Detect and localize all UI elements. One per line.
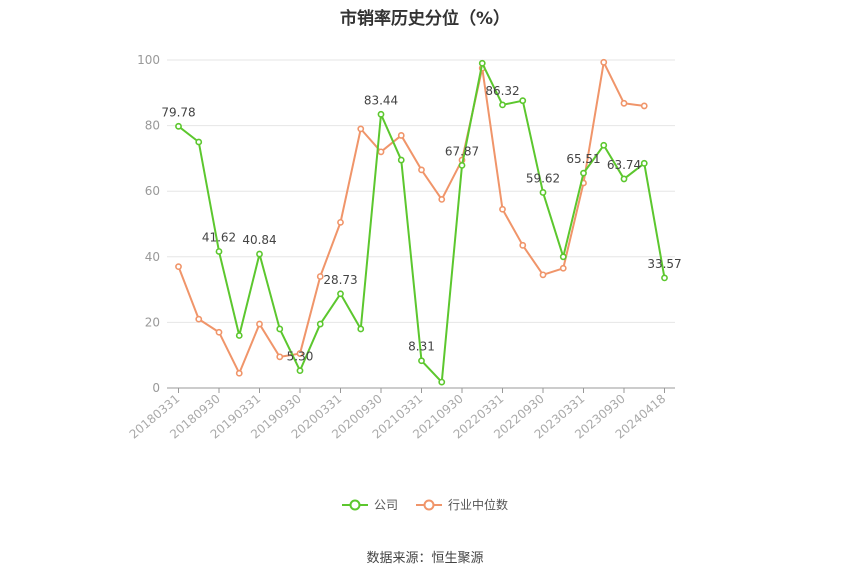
data-point-1 <box>256 320 263 328</box>
y-tick-label: 60 <box>145 184 160 198</box>
data-label: 67.87 <box>445 144 479 158</box>
data-point-1 <box>235 369 243 377</box>
data-label: 33.57 <box>647 257 681 271</box>
data-point-1 <box>215 328 223 336</box>
data-source: 数据来源：恒生聚源 <box>366 551 484 566</box>
data-label: 86.32 <box>485 84 519 98</box>
data-point-1 <box>640 102 648 110</box>
y-tick-label: 40 <box>145 250 160 264</box>
data-point-1 <box>337 218 344 226</box>
data-label: 8.31 <box>408 340 435 354</box>
legend-industry-label: 行业中位数 <box>448 498 509 512</box>
data-label: 41.62 <box>202 230 236 244</box>
y-axis: 0 20 40 60 80 100 <box>137 53 160 395</box>
data-point-0 <box>620 175 628 183</box>
data-label: 79.78 <box>161 105 195 119</box>
data-point-1 <box>195 315 203 323</box>
data-point-0 <box>580 169 587 177</box>
data-point-0 <box>276 325 284 333</box>
data-point-0 <box>195 138 203 146</box>
data-point-0 <box>235 332 243 339</box>
data-point-0 <box>337 290 344 298</box>
legend-item-company[interactable]: 公司 <box>341 496 398 513</box>
data-point-0 <box>661 274 668 282</box>
y-tick-label: 20 <box>145 315 160 329</box>
data-labels: 79.78 41.62 40.84 5.30 28.73 83.44 8.31 67.87 86… <box>161 84 681 364</box>
data-point-1 <box>397 132 405 139</box>
data-label: 28.73 <box>323 273 357 287</box>
data-point-0 <box>458 161 466 169</box>
data-point-1 <box>499 205 506 213</box>
data-point-1 <box>600 58 608 66</box>
legend: 公司 行业中位数 <box>0 496 850 513</box>
data-point-1 <box>175 263 182 271</box>
legend-industry-marker <box>416 499 442 510</box>
data-point-0 <box>357 325 365 333</box>
data-label: 83.44 <box>364 93 398 107</box>
data-point-1 <box>539 271 547 279</box>
legend-company-label: 公司 <box>373 498 398 512</box>
x-axis: 2018033120180930201903312019093020200331… <box>127 387 675 442</box>
data-point-0 <box>397 156 405 164</box>
data-point-0 <box>600 141 608 149</box>
data-point-0 <box>175 122 182 130</box>
data-label: 59.62 <box>526 171 560 185</box>
data-point-1 <box>296 350 304 357</box>
series-line-1 <box>177 61 645 375</box>
data-point-0 <box>519 97 527 105</box>
data-label: 65.51 <box>566 152 600 166</box>
y-tick-label: 80 <box>145 119 160 133</box>
data-point-1 <box>418 166 425 174</box>
data-point-1 <box>620 99 628 107</box>
data-label: 5.30 <box>287 350 314 364</box>
data-point-0 <box>640 159 648 167</box>
data-label: 40.84 <box>242 233 276 247</box>
data-point-0 <box>499 101 506 109</box>
series-line-0 <box>177 62 666 384</box>
data-point-0 <box>316 320 324 328</box>
data-point-0 <box>377 110 385 118</box>
data-point-1 <box>559 264 567 272</box>
legend-item-industry[interactable]: 行业中位数 <box>416 496 508 513</box>
data-label: 63.74 <box>607 158 641 172</box>
data-point-0 <box>559 253 567 261</box>
y-tick-label: 0 <box>152 381 160 395</box>
data-point-0 <box>256 250 263 258</box>
data-point-0 <box>215 248 223 255</box>
data-point-0 <box>539 189 547 196</box>
data-point-0 <box>418 357 425 365</box>
y-tick-label: 100 <box>137 53 160 67</box>
data-point-1 <box>276 353 284 361</box>
data-point-0 <box>438 378 446 386</box>
data-point-1 <box>357 125 365 133</box>
chart-title: 市销率历史分位（%） <box>339 9 511 29</box>
data-point-1 <box>438 195 446 203</box>
data-point-0 <box>296 367 304 375</box>
data-point-1 <box>519 241 527 249</box>
plot-area <box>175 58 668 386</box>
legend-company-marker <box>341 499 368 510</box>
data-point-1 <box>377 148 385 156</box>
data-point-1 <box>316 273 324 280</box>
data-point-0 <box>478 59 486 67</box>
